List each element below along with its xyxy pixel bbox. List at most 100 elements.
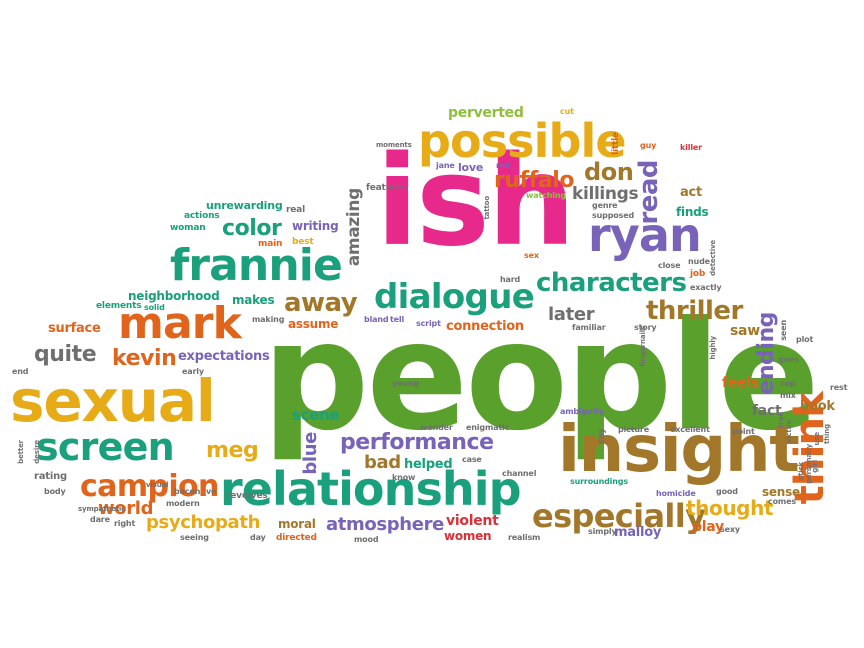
word-little: little <box>611 132 621 155</box>
word-guy: guy <box>640 141 657 150</box>
word-cop: cop <box>780 379 796 388</box>
word-wonder: wonder <box>420 423 453 432</box>
word-plot: plot <box>796 335 814 344</box>
word-read: read <box>634 160 664 225</box>
word-psychopath: psychopath <box>146 512 261 533</box>
word-screen: screen <box>36 425 175 469</box>
word-nude: nude <box>688 257 710 266</box>
word-assume: assume <box>288 317 339 331</box>
word-color: color <box>222 216 282 241</box>
word-actions: actions <box>184 211 220 221</box>
word-possible: possible <box>418 114 627 168</box>
word-kevin: kevin <box>112 346 177 371</box>
word-world: world <box>98 498 154 519</box>
word-watching: watching <box>526 191 566 200</box>
word-neighborhood: neighborhood <box>128 289 220 303</box>
word-act: act <box>680 185 702 200</box>
word-moments: moments <box>376 141 412 149</box>
word-excellent: excellent <box>670 425 710 434</box>
word-visual: visual <box>146 481 169 489</box>
word-ruffalo: ruffalo <box>494 168 575 193</box>
word-body: body <box>44 487 66 496</box>
word-play: play <box>692 519 724 535</box>
word-elements: elements <box>96 301 142 311</box>
word-supposed: supposed <box>592 211 635 220</box>
word-good: good <box>716 487 738 496</box>
word-true: true <box>777 412 785 428</box>
word-writing: writing <box>292 219 339 233</box>
word-scene: scene <box>292 406 340 424</box>
word-jane: jane <box>436 161 455 170</box>
word-dare: dare <box>90 515 110 524</box>
word-campion: campion <box>80 469 219 504</box>
word-seeing: seeing <box>180 533 209 542</box>
word-later: later <box>548 304 595 325</box>
word-mix: mix <box>780 391 796 400</box>
word-best: best <box>292 237 314 247</box>
word-simply: simply <box>588 527 617 536</box>
word-stick: stick <box>797 462 805 481</box>
word-main: main <box>258 239 283 249</box>
word-making: making <box>252 315 285 324</box>
word-features: features <box>366 183 408 193</box>
word-tell: tell <box>390 315 405 324</box>
word-homicide: homicide <box>656 489 696 498</box>
word-personally: personally <box>805 444 813 484</box>
word-people: people <box>262 290 820 464</box>
word-realism: realism <box>508 533 541 542</box>
word-thought: thought <box>686 496 774 520</box>
word-surroundings: surroundings <box>570 477 628 486</box>
word-performance: performance <box>340 430 494 455</box>
word-women: women <box>444 529 492 543</box>
word-sense: sense <box>762 485 800 499</box>
word-script: script <box>416 319 441 328</box>
word-away: away <box>284 288 358 318</box>
word-bad: bad <box>364 452 401 473</box>
word-characters: characters <box>536 268 687 298</box>
word-makes: makes <box>232 293 275 307</box>
word-expectations: expectations <box>178 349 270 364</box>
word-right: right <box>114 519 136 528</box>
word-real: real <box>286 205 305 215</box>
word-don: don <box>584 158 634 186</box>
word-say: say <box>597 428 607 445</box>
word-comes: comes <box>768 497 796 506</box>
word-quite: quite <box>34 342 97 367</box>
word-meg: meg <box>206 438 259 463</box>
word-story: story <box>634 323 657 332</box>
word-love: love <box>458 161 484 174</box>
word-rating: rating <box>34 471 67 482</box>
word-early: early <box>182 367 204 376</box>
word-sex: sex <box>524 251 539 260</box>
word-job: job <box>690 269 706 279</box>
word-familiar: familiar <box>572 323 606 332</box>
word-finds: finds <box>676 205 709 219</box>
word-dialogue: dialogue <box>374 277 535 317</box>
word-mark: mark <box>118 298 242 349</box>
word-frannie: frannie <box>170 240 343 291</box>
word-killings: killings <box>572 184 639 204</box>
word-case: case <box>462 455 482 464</box>
word-feels: feels <box>722 375 759 391</box>
word-enigmatic: enigmatic <box>466 423 510 432</box>
word-victim: victim <box>785 420 793 444</box>
word-rest: rest <box>830 383 848 392</box>
word-perverted: perverted <box>448 105 524 121</box>
word-close: close <box>658 261 681 270</box>
word-tattoo: tattoo <box>483 196 491 220</box>
word-sexual: sexual <box>10 367 216 435</box>
word-desire: desire <box>33 440 41 464</box>
word-red: red <box>496 161 511 170</box>
word-hard: hard <box>500 275 521 284</box>
word-ve: ve <box>206 487 217 496</box>
word-killer: killer <box>680 143 702 152</box>
word-sympathetic: sympathetic <box>78 505 126 513</box>
word-bland: bland <box>364 315 389 324</box>
word-unrewarding: unrewarding <box>206 199 283 212</box>
word-connection: connection <box>446 319 524 334</box>
word-channel: channel <box>502 469 537 478</box>
word-goes: goes <box>778 355 799 364</box>
word-woman: woman <box>170 223 206 233</box>
word-fingernails: fingernails <box>639 326 647 367</box>
